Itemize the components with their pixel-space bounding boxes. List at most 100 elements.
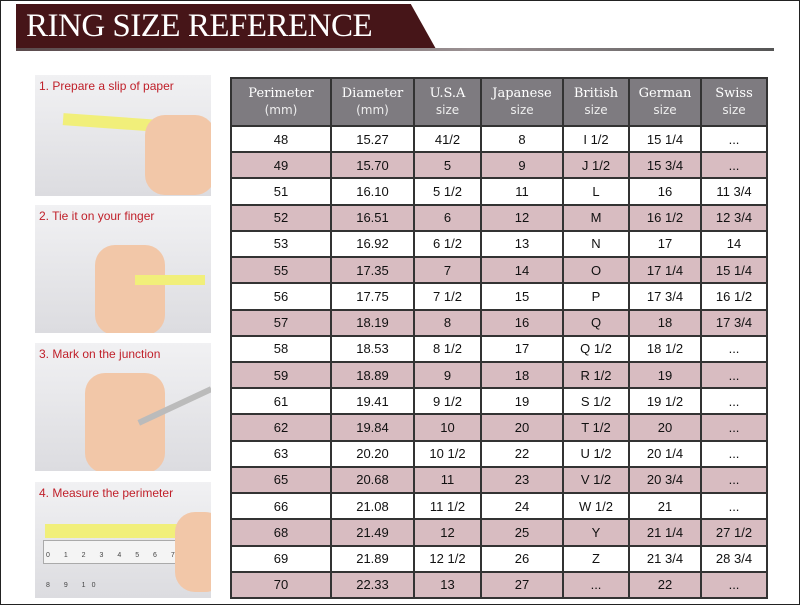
- paper-strip: [45, 524, 185, 538]
- table-cell: 61: [230, 387, 332, 416]
- table-cell: 41/2: [413, 124, 482, 154]
- table-cell: 53: [230, 229, 332, 259]
- table-row: 66 21.08 11 1/2 24 W 1/2 21...: [230, 492, 768, 521]
- header-name: Swiss: [715, 86, 753, 101]
- table-cell: 17.35: [330, 256, 415, 285]
- table-cell: 17 3/4: [628, 282, 702, 311]
- table-cell: 21 3/4: [628, 544, 702, 573]
- table-cell: 59: [230, 360, 332, 390]
- header-name: Japanese: [492, 86, 552, 101]
- page-title: RING SIZE REFERENCE: [26, 8, 373, 44]
- table-cell: 21.89: [330, 544, 415, 573]
- table-cell: 52: [230, 203, 332, 232]
- table-cell: 18 1/2: [628, 334, 702, 363]
- table-cell: 19: [480, 387, 564, 416]
- table-row: 70 22.33 13 27... 22...: [230, 570, 768, 600]
- header-unit: size: [584, 103, 608, 117]
- table-cell: 8: [413, 308, 482, 337]
- table-cell: 15.70: [330, 151, 415, 180]
- table-cell: 58: [230, 334, 332, 363]
- table-cell: ...: [700, 570, 768, 600]
- table-row: 55 17.35 7 14 O 17 1/4 15 1/4: [230, 256, 768, 285]
- table-cell: 48: [230, 124, 332, 154]
- table-cell: V 1/2: [562, 465, 630, 495]
- table-cell: 55: [230, 256, 332, 285]
- table-cell: 21.49: [330, 518, 415, 547]
- table-cell: ...: [700, 151, 768, 180]
- table-cell: Y: [562, 518, 630, 547]
- table-cell: ...: [700, 413, 768, 442]
- table-cell: 7 1/2: [413, 282, 482, 311]
- hand-illustration: [85, 373, 165, 471]
- table-cell: N: [562, 229, 630, 259]
- table-cell: S 1/2: [562, 387, 630, 416]
- table-cell: 17: [480, 334, 564, 363]
- paper-strip: [135, 275, 205, 285]
- table-cell: 7: [413, 256, 482, 285]
- table-cell: 18.53: [330, 334, 415, 363]
- table-cell: 16.10: [330, 177, 415, 206]
- table-cell: 21 1/4: [628, 518, 702, 547]
- table-cell: P: [562, 282, 630, 311]
- table-row: 63 20.20 10 1/2 22 U 1/2 20 1/4...: [230, 439, 768, 468]
- header-unit: size: [510, 103, 534, 117]
- table-cell: J 1/2: [562, 151, 630, 180]
- table-cell: T 1/2: [562, 413, 630, 442]
- header-unit: size: [435, 103, 460, 117]
- table-cell: W 1/2: [562, 492, 630, 521]
- table-row: 49 15.70 5 9 J 1/2 15 3/4...: [230, 151, 768, 180]
- table-cell: 20.68: [330, 465, 415, 495]
- table-cell: 16 1/2: [700, 282, 768, 311]
- step-label: 3. Mark on the junction: [39, 347, 161, 361]
- table-cell: 12: [480, 203, 564, 232]
- hand-illustration: [175, 512, 211, 592]
- table-cell: 22: [480, 439, 564, 468]
- table-cell: 19.41: [330, 387, 415, 416]
- column-header: Diameter (mm): [330, 77, 415, 127]
- hand-illustration: [95, 245, 165, 333]
- table-cell: 16.92: [330, 229, 415, 259]
- table-cell: 24: [480, 492, 564, 521]
- table-cell: 63: [230, 439, 332, 468]
- table-cell: 66: [230, 492, 332, 521]
- table-cell: 18: [628, 308, 702, 337]
- table-cell: 9: [480, 151, 564, 180]
- step-label: 2. Tie it on your finger: [39, 209, 155, 223]
- table-cell: 18.19: [330, 308, 415, 337]
- table-cell: 12 1/2: [413, 544, 482, 573]
- table-cell: 49: [230, 151, 332, 180]
- table-cell: 23: [480, 465, 564, 495]
- header-name: Diameter: [341, 86, 404, 101]
- title-banner: RING SIZE REFERENCE: [16, 4, 436, 49]
- table-cell: 14: [700, 229, 768, 259]
- table-cell: 10 1/2: [413, 439, 482, 468]
- table-cell: 15 1/4: [628, 124, 702, 154]
- table-cell: 57: [230, 308, 332, 337]
- header-name: British: [573, 86, 619, 101]
- table-cell: 56: [230, 282, 332, 311]
- table-cell: 19 1/2: [628, 387, 702, 416]
- column-header: British size: [562, 77, 630, 127]
- table-cell: 11 1/2: [413, 492, 482, 521]
- table-cell: 20: [480, 413, 564, 442]
- table-cell: 68: [230, 518, 332, 547]
- column-header: U.S.A size: [413, 77, 482, 127]
- table-cell: 11 3/4: [700, 177, 768, 206]
- column-header: Perimeter (mm): [230, 77, 332, 127]
- table-cell: 11: [480, 177, 564, 206]
- table-cell: 16: [480, 308, 564, 337]
- table-cell: 17: [628, 229, 702, 259]
- table-cell: 15 1/4: [700, 256, 768, 285]
- table-cell: 6 1/2: [413, 229, 482, 259]
- table-cell: 16.51: [330, 203, 415, 232]
- table-cell: 15.27: [330, 124, 415, 154]
- table-row: 65 20.68 11 23 V 1/2 20 3/4...: [230, 465, 768, 495]
- table-cell: 19.84: [330, 413, 415, 442]
- table-cell: 22.33: [330, 570, 415, 600]
- table-cell: Q: [562, 308, 630, 337]
- table-cell: ...: [700, 439, 768, 468]
- table-cell: L: [562, 177, 630, 206]
- table-cell: ...: [700, 492, 768, 521]
- header-name: U.S.A: [429, 86, 466, 101]
- table-row: 52 16.51 6 12 M 16 1/2 12 3/4: [230, 203, 768, 232]
